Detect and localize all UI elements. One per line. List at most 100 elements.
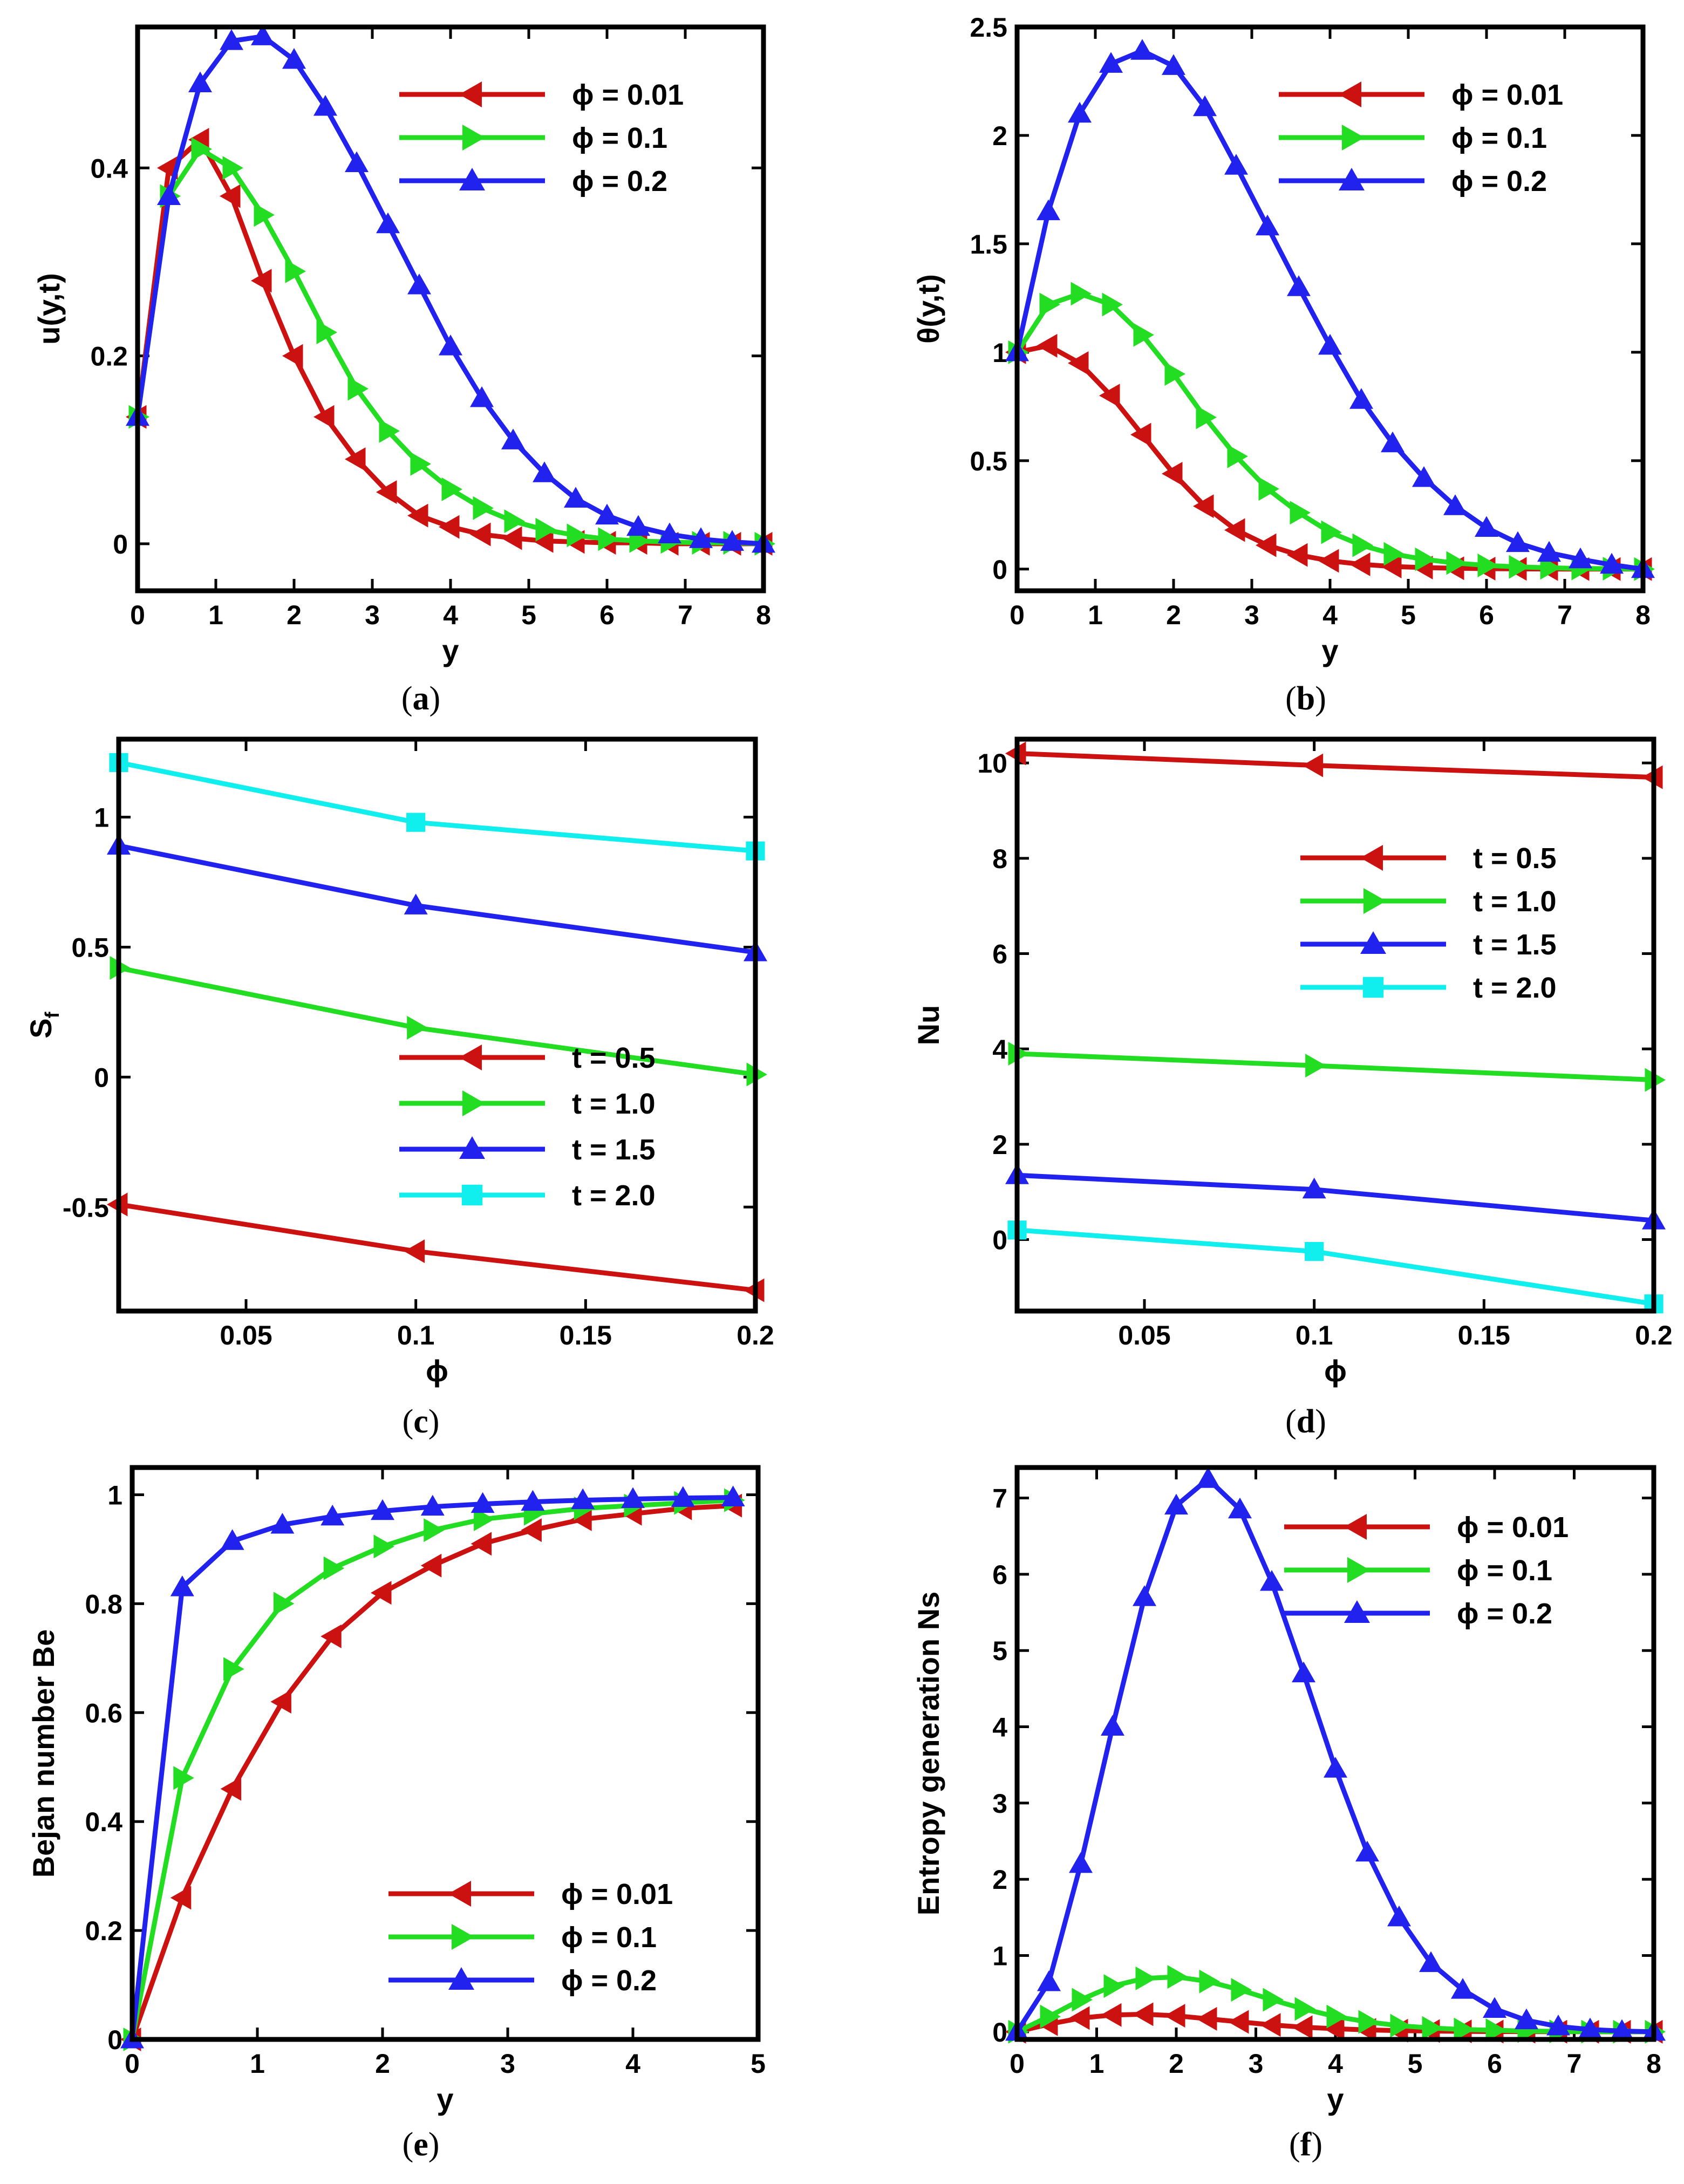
series-line <box>129 1495 733 2040</box>
data-point <box>1324 1757 1347 1778</box>
data-point <box>439 335 462 356</box>
legend-entry: ϕ = 0.01 <box>572 79 684 111</box>
panel-label: (e) <box>403 2126 440 2163</box>
y-tick-label: 0 <box>113 529 128 559</box>
data-point <box>1193 95 1217 117</box>
legend-entry: t = 1.5 <box>572 1134 656 1166</box>
data-point <box>323 1556 345 1580</box>
legend-marker <box>1339 81 1361 107</box>
legend-marker <box>448 1881 471 1907</box>
legend-marker <box>1342 125 1365 151</box>
y-tick-label: 0.4 <box>85 1807 122 1837</box>
x-axis-label: y <box>437 2082 453 2116</box>
data-point <box>371 1581 392 1605</box>
legend: ϕ = 0.01 ϕ = 0.1 ϕ = 0.2 <box>1284 1511 1569 1630</box>
y-tick-label: 2 <box>992 1865 1007 1895</box>
series-line <box>1017 1227 1654 1307</box>
data-point <box>1324 2017 1345 2041</box>
y-tick-label: 10 <box>977 748 1007 779</box>
data-point <box>251 269 272 293</box>
plot-frame <box>1014 736 1656 1314</box>
x-tick-label: 5 <box>1408 2049 1423 2079</box>
x-tick-label: 0.1 <box>397 1320 435 1350</box>
data-point <box>316 320 337 345</box>
series-line <box>118 843 756 955</box>
data-point <box>1515 2008 1538 2030</box>
y-axis-label: u(y,t) <box>32 273 66 345</box>
y-tick-label: 6 <box>992 1560 1007 1590</box>
data-point <box>1318 333 1342 355</box>
data-point <box>270 1690 291 1714</box>
legend-marker <box>459 81 482 107</box>
data-point <box>251 24 275 45</box>
data-point <box>347 377 369 401</box>
series-e-2 <box>120 1485 745 2049</box>
data-point <box>282 47 306 69</box>
data-point <box>1227 444 1248 468</box>
legend-entry: t = 2.0 <box>1473 972 1557 1004</box>
x-tick-label: 1 <box>1089 2049 1105 2079</box>
data-point <box>470 386 494 407</box>
chart-panel-a: 0 1 2 3 4 5 6 7 800.20.4yu(y,t)ϕ = 0.01ϕ = 0.1ϕ … <box>32 24 775 717</box>
legend-marker <box>459 168 485 190</box>
data-point <box>1446 551 1467 575</box>
data-point <box>535 517 556 542</box>
data-point <box>1483 1997 1506 2018</box>
y-axis-label: Entropy generation Ns <box>911 1592 945 1916</box>
data-point <box>689 527 713 548</box>
legend-marker <box>1363 888 1386 914</box>
panel-label: (b) <box>1285 680 1326 717</box>
series-c-0 <box>107 1192 765 1302</box>
data-point <box>1537 541 1561 562</box>
data-point <box>1292 2015 1313 2039</box>
data-point <box>1443 494 1467 515</box>
legend: ϕ = 0.01 ϕ = 0.1 ϕ = 0.2 <box>399 79 684 197</box>
data-point <box>1381 554 1402 578</box>
data-point <box>220 29 243 50</box>
x-axis-label: y <box>442 633 459 667</box>
data-point <box>1390 2014 1411 2038</box>
data-point <box>1451 1978 1475 1999</box>
data-point <box>321 1624 342 1648</box>
data-point <box>1164 2004 1185 2028</box>
y-tick-label: 1 <box>94 803 109 833</box>
data-point <box>1068 351 1089 375</box>
y-tick-label: 0.8 <box>85 1589 122 1619</box>
data-point <box>1258 477 1279 501</box>
y-tick-label: 6 <box>992 939 1007 970</box>
legend-entry: t = 0.5 <box>572 1042 656 1074</box>
data-point <box>671 1486 695 1507</box>
legend-marker <box>448 1967 474 1990</box>
data-point <box>1383 542 1405 566</box>
data-point <box>598 527 619 551</box>
x-tick-label: 3 <box>1244 600 1259 630</box>
chart-panel-e: 0 1 2 3 4 5 0 0.2 0.4 0.6 0.8 1 y Bejan number Be ϕ = … <box>26 1465 766 2163</box>
data-point <box>564 487 588 508</box>
x-tick-label: 1 <box>208 600 223 630</box>
legend-entry: t = 2.0 <box>572 1179 656 1212</box>
data-point <box>376 212 400 234</box>
legend-marker <box>1344 1514 1367 1540</box>
series-b-0 <box>1005 333 1652 581</box>
data-point <box>404 1239 425 1264</box>
data-point <box>1506 531 1530 552</box>
data-point <box>420 1494 445 1516</box>
series-f-2 <box>1005 1467 1666 2041</box>
x-tick-label: 0.2 <box>737 1320 774 1350</box>
data-point <box>1196 2006 1217 2031</box>
legend-entry: ϕ = 0.2 <box>561 1964 657 1997</box>
legend: t = 0.5 t = 1.0 t = 1.5 t = 2.0 <box>399 1042 656 1212</box>
data-point <box>1164 362 1185 386</box>
data-point <box>1228 1497 1252 1519</box>
data-point <box>223 1657 244 1681</box>
data-point <box>1355 1840 1379 1862</box>
data-point <box>1290 501 1311 525</box>
data-point <box>1069 2006 1090 2030</box>
x-tick-label: 7 <box>1557 600 1572 630</box>
series-line <box>1015 1476 1654 2035</box>
data-point <box>1196 405 1217 429</box>
x-tick-label: 0.15 <box>560 1320 612 1350</box>
data-point <box>404 893 428 914</box>
data-point <box>1130 39 1154 60</box>
data-point <box>1133 323 1154 347</box>
